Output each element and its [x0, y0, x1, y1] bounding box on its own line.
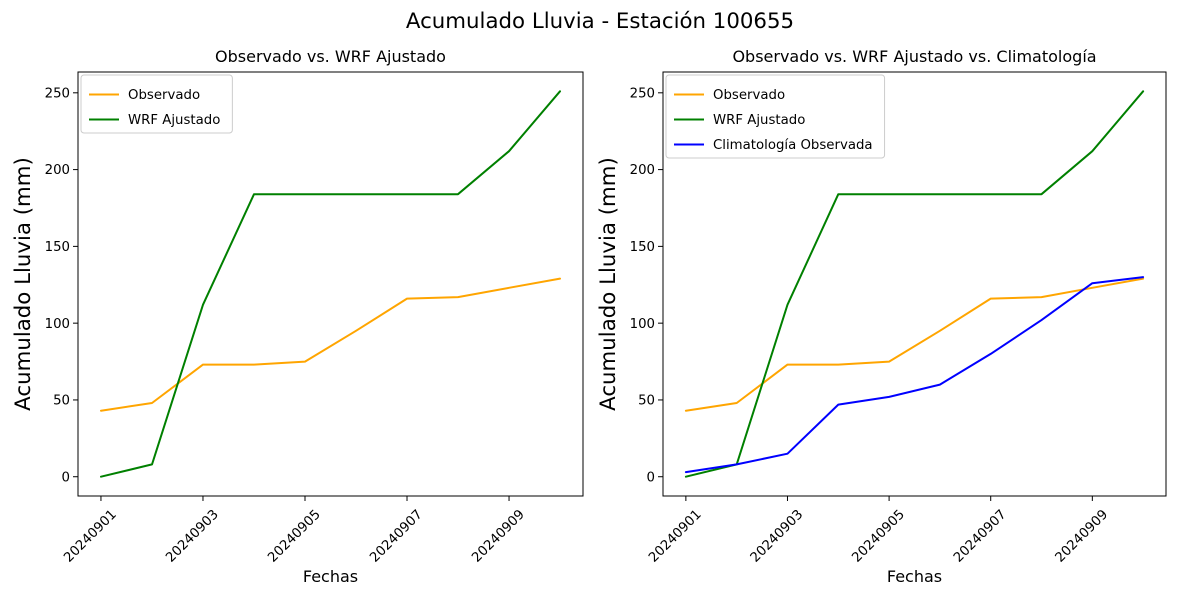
legend-label-climatologia-observada: Climatología Observada	[713, 137, 873, 153]
series-wrf-ajustado-line	[100, 90, 561, 478]
x-axis: 20240901 20240903 20240905 20240907 20240909	[646, 496, 1111, 566]
y-tick-label: 100	[630, 317, 655, 332]
x-tick-label: 20240901	[646, 507, 704, 565]
chart-title: Observado vs. WRF Ajustado	[215, 47, 446, 66]
y-axis: 0 50 100 150 200 250	[630, 86, 663, 485]
figure-title: Acumulado Lluvia - Estación 100655	[405, 9, 795, 34]
x-tick-label: 20240909	[469, 507, 527, 565]
axes-frame	[77, 71, 584, 497]
y-axis-label: Acumulado Lluvia (mm)	[11, 157, 36, 411]
legend: Observado WRF Ajustado Climatología Observ…	[665, 74, 886, 159]
y-tick-label: 200	[630, 163, 655, 178]
y-tick-label: 150	[630, 240, 655, 255]
y-tick-label: 0	[647, 470, 655, 485]
legend-label-wrf-ajustado: WRF Ajustado	[128, 113, 220, 128]
legend-label-observado: Observado	[713, 88, 785, 103]
y-axis-label: Acumulado Lluvia (mm)	[596, 157, 621, 411]
y-tick-label: 0	[62, 470, 70, 485]
legend: Observado WRF Ajustado	[80, 74, 233, 134]
x-tick-label: 20240901	[61, 507, 119, 565]
y-tick-label: 200	[45, 163, 70, 178]
y-tick-label: 50	[53, 394, 70, 409]
x-axis-label: Fechas	[887, 567, 942, 586]
y-axis: 0 50 100 150 200 250	[45, 86, 78, 485]
series-climatologia-observada-line	[684, 276, 1145, 474]
x-tick-label: 20240903	[748, 507, 806, 565]
x-tick-label: 20240903	[163, 507, 221, 565]
legend-label-wrf-ajustado: WRF Ajustado	[713, 113, 805, 128]
x-tick-label: 20240909	[1053, 507, 1111, 565]
x-axis: 20240901 20240903 20240905 20240907 20240909	[61, 496, 528, 566]
y-tick-label: 100	[45, 317, 70, 332]
x-axis-label: Fechas	[303, 567, 358, 586]
series-observado-line	[100, 277, 561, 412]
chart-title: Observado vs. WRF Ajustado vs. Climatolo…	[732, 47, 1096, 66]
legend-frame	[665, 74, 886, 159]
axes-frame	[662, 71, 1167, 497]
y-tick-label: 150	[45, 240, 70, 255]
y-tick-label: 50	[638, 394, 655, 409]
legend-label-observado: Observado	[128, 88, 200, 103]
y-tick-label: 250	[45, 86, 70, 101]
x-tick-label: 20240907	[951, 507, 1009, 565]
x-tick-label: 20240905	[849, 507, 907, 565]
series-wrf-ajustado-line	[684, 90, 1145, 478]
y-tick-label: 250	[630, 86, 655, 101]
x-tick-label: 20240907	[367, 507, 425, 565]
x-tick-label: 20240905	[265, 507, 323, 565]
